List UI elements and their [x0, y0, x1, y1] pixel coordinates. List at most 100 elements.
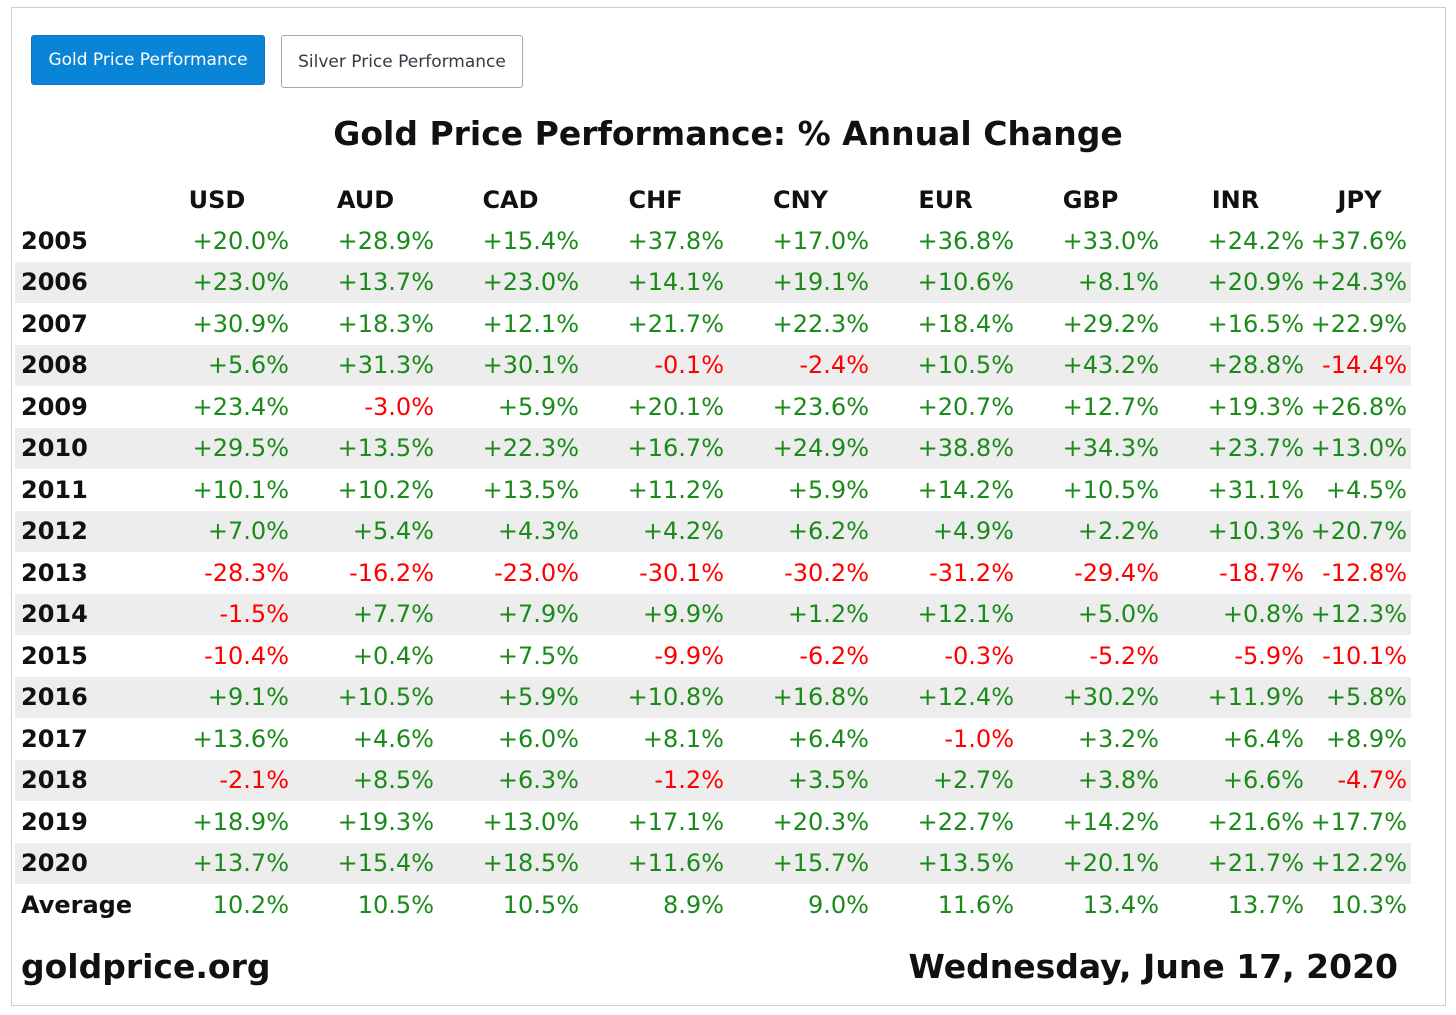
value-cell-eur: +18.4% — [917, 309, 1014, 338]
value-cell-eur: -1.0% — [944, 724, 1014, 753]
value-cell-eur: +38.8% — [873, 427, 1018, 469]
table-row: 2011 +10.1% +10.2% +13.5% +11.2% +5.9% +14.2% +… — [15, 469, 1411, 511]
tab-silver-price-performance[interactable]: Silver Price Performance — [281, 35, 523, 88]
value-cell-inr: +20.9% — [1163, 261, 1308, 303]
value-cell-inr: +16.5% — [1207, 309, 1304, 338]
table-row: 2018 -2.1% +8.5% +6.3% -1.2% +3.5% +2.7% +3.8% +… — [15, 759, 1411, 801]
value-cell-cad: +7.9% — [438, 593, 583, 635]
table-row: 2016 +9.1% +10.5% +5.9% +10.8% +16.8% +12.4% +3… — [15, 676, 1411, 718]
value-cell-chf: +10.8% — [583, 676, 728, 718]
value-cell-chf: +21.7% — [627, 309, 724, 338]
year-cell: 2019 — [21, 807, 88, 836]
value-cell-chf: +11.6% — [583, 842, 728, 884]
value-cell-chf: +14.1% — [583, 261, 728, 303]
value-cell-usd: +5.6% — [141, 344, 293, 386]
value-cell-eur: +10.5% — [873, 344, 1018, 386]
value-cell-eur: +2.7% — [873, 759, 1018, 801]
tab-gold-price-performance[interactable]: Gold Price Performance — [31, 35, 265, 85]
value-cell-inr: +6.4% — [1222, 724, 1304, 753]
value-cell-aud: +0.4% — [352, 641, 434, 670]
table-row: 2020 +13.7% +15.4% +18.5% +11.6% +15.7% +13.5%… — [15, 842, 1411, 884]
value-cell-aud: +8.5% — [293, 759, 438, 801]
average-row: Average 10.2% 10.5% 10.5% 8.9% 9.0% 11.6% 13.4%… — [15, 884, 1411, 926]
year-cell: 2013 — [21, 558, 88, 587]
value-cell-cad: +5.9% — [497, 392, 579, 421]
value-cell-jpy: +13.0% — [1308, 427, 1411, 469]
value-cell-chf: +8.1% — [642, 724, 724, 753]
value-cell-jpy: +17.7% — [1310, 807, 1407, 836]
value-cell-eur: -0.3% — [944, 641, 1014, 670]
value-cell-cad: +6.3% — [438, 759, 583, 801]
value-cell-inr: +23.7% — [1163, 427, 1308, 469]
table-title: Gold Price Performance: % Annual Change — [333, 114, 1123, 153]
value-cell-gbp: +43.2% — [1018, 344, 1163, 386]
header-row: USD AUD CAD CHF CNY EUR GBP INR JPY — [15, 180, 1411, 220]
value-cell-eur: +36.8% — [917, 226, 1014, 255]
value-cell-chf: +37.8% — [627, 226, 724, 255]
table-row: 2006 +23.0% +13.7% +23.0% +14.1% +19.1% +10.6%… — [15, 261, 1411, 303]
value-cell-jpy: +22.9% — [1310, 309, 1407, 338]
average-label: Average — [21, 890, 133, 919]
value-cell-inr: +31.1% — [1207, 475, 1304, 504]
value-cell-jpy: -10.1% — [1322, 641, 1407, 670]
value-cell-usd: -28.3% — [204, 558, 289, 587]
currency-header-cad: CAD — [482, 186, 539, 214]
table-row: 2015 -10.4% +0.4% +7.5% -9.9% -6.2% -0.3% -5.2%… — [15, 635, 1411, 677]
value-cell-jpy: +20.7% — [1308, 510, 1411, 552]
value-cell-jpy: +37.6% — [1310, 226, 1407, 255]
value-cell-cny: +6.4% — [787, 724, 869, 753]
table-row: 2007 +30.9% +18.3% +12.1% +21.7% +22.3% +18.4%… — [15, 303, 1411, 345]
value-cell-cad: +5.9% — [438, 676, 583, 718]
year-cell: 2010 — [15, 427, 141, 469]
site-name: goldprice.org — [21, 947, 271, 986]
year-cell: 2015 — [21, 641, 88, 670]
performance-table: USD AUD CAD CHF CNY EUR GBP INR JPY 2005 +20.0% +2… — [15, 180, 1411, 926]
value-cell-jpy: +8.9% — [1325, 724, 1407, 753]
value-cell-inr: +19.3% — [1207, 392, 1304, 421]
value-cell-cny: +5.9% — [787, 475, 869, 504]
value-cell-aud: +31.3% — [293, 344, 438, 386]
value-cell-gbp: +33.0% — [1062, 226, 1159, 255]
value-cell-chf: -30.1% — [639, 558, 724, 587]
value-cell-inr: +0.8% — [1163, 593, 1308, 635]
value-cell-eur: -31.2% — [929, 558, 1014, 587]
value-cell-eur: 11.6% — [937, 890, 1014, 919]
value-cell-usd: +9.1% — [141, 676, 293, 718]
currency-header-aud: AUD — [336, 186, 395, 214]
value-cell-aud: -16.2% — [349, 558, 434, 587]
value-cell-inr: -18.7% — [1219, 558, 1304, 587]
currency-header-jpy: JPY — [1337, 186, 1382, 214]
value-cell-cny: +3.5% — [728, 759, 873, 801]
value-cell-cny: +1.2% — [728, 593, 873, 635]
value-cell-inr: +21.6% — [1207, 807, 1304, 836]
value-cell-usd: +20.0% — [192, 226, 289, 255]
value-cell-cad: +7.5% — [497, 641, 579, 670]
value-cell-cny: +22.3% — [772, 309, 869, 338]
table-body: 2005 +20.0% +28.9% +15.4% +37.8% +17.0% +36.8%… — [15, 220, 1411, 926]
year-cell: 2008 — [15, 344, 141, 386]
widget-frame — [11, 7, 1446, 1006]
value-cell-aud: 10.5% — [357, 890, 434, 919]
value-cell-usd: -2.1% — [141, 759, 293, 801]
table-row: 2017 +13.6% +4.6% +6.0% +8.1% +6.4% -1.0% +3.2%… — [15, 718, 1411, 760]
value-cell-usd: +18.9% — [192, 807, 289, 836]
value-cell-gbp: +3.2% — [1077, 724, 1159, 753]
value-cell-usd: -1.5% — [141, 593, 293, 635]
value-cell-chf: +4.2% — [583, 510, 728, 552]
value-cell-jpy: 10.3% — [1330, 890, 1407, 919]
value-cell-jpy: +26.8% — [1310, 392, 1407, 421]
currency-header-usd: USD — [188, 186, 246, 214]
value-cell-usd: -10.4% — [204, 641, 289, 670]
value-cell-gbp: +5.0% — [1018, 593, 1163, 635]
value-cell-gbp: +2.2% — [1018, 510, 1163, 552]
value-cell-cny: -2.4% — [728, 344, 873, 386]
value-cell-aud: +15.4% — [293, 842, 438, 884]
value-cell-cad: +4.3% — [438, 510, 583, 552]
year-cell: 2009 — [21, 392, 88, 421]
value-cell-chf: 8.9% — [663, 890, 724, 919]
value-cell-cny: +24.9% — [728, 427, 873, 469]
year-cell: 2017 — [21, 724, 88, 753]
value-cell-usd: +13.7% — [141, 842, 293, 884]
value-cell-usd: 10.2% — [212, 890, 289, 919]
value-cell-gbp: +30.2% — [1018, 676, 1163, 718]
